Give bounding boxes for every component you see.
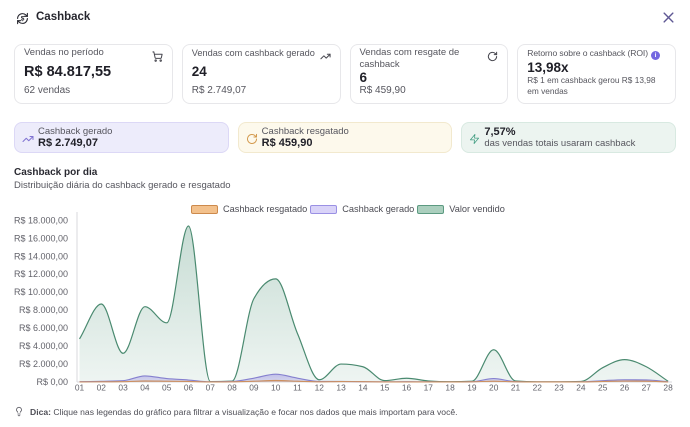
svg-text:06: 06 [184, 383, 194, 393]
svg-text:05: 05 [162, 383, 172, 393]
svg-text:R$ 10.000,00: R$ 10.000,00 [14, 287, 68, 297]
svg-text:18: 18 [445, 383, 455, 393]
svg-text:R$ 18.000,00: R$ 18.000,00 [14, 215, 68, 225]
svg-text:03: 03 [118, 383, 128, 393]
svg-text:02: 02 [97, 383, 107, 393]
svg-text:R$ 4.000,00: R$ 4.000,00 [19, 341, 68, 351]
svg-text:09: 09 [249, 383, 259, 393]
svg-text:12: 12 [315, 383, 325, 393]
svg-text:21: 21 [511, 383, 521, 393]
svg-text:08: 08 [227, 383, 237, 393]
svg-text:R$ 12.000,00: R$ 12.000,00 [14, 269, 68, 279]
svg-text:R$ 6.000,00: R$ 6.000,00 [19, 323, 68, 333]
svg-text:23: 23 [554, 383, 564, 393]
svg-text:R$ 16.000,00: R$ 16.000,00 [14, 233, 68, 243]
svg-text:27: 27 [642, 383, 652, 393]
svg-text:10: 10 [271, 383, 281, 393]
svg-text:11: 11 [293, 383, 302, 393]
svg-text:01: 01 [75, 383, 85, 393]
svg-text:28: 28 [663, 383, 673, 393]
svg-text:$: $ [20, 15, 24, 22]
svg-text:R$ 8.000,00: R$ 8.000,00 [19, 305, 68, 315]
svg-text:14: 14 [358, 383, 368, 393]
svg-text:20: 20 [489, 383, 499, 393]
svg-text:16: 16 [402, 383, 412, 393]
svg-text:15: 15 [380, 383, 390, 393]
svg-text:R$ 0,00: R$ 0,00 [36, 377, 68, 387]
svg-text:24: 24 [576, 383, 586, 393]
svg-text:07: 07 [206, 383, 216, 393]
svg-text:R$ 14.000,00: R$ 14.000,00 [14, 251, 68, 261]
svg-text:25: 25 [598, 383, 608, 393]
svg-text:19: 19 [467, 383, 477, 393]
svg-text:26: 26 [620, 383, 630, 393]
svg-text:17: 17 [424, 383, 434, 393]
svg-text:R$ 2.000,00: R$ 2.000,00 [19, 359, 68, 369]
svg-text:13: 13 [336, 383, 346, 393]
svg-text:04: 04 [140, 383, 150, 393]
svg-text:22: 22 [533, 383, 543, 393]
